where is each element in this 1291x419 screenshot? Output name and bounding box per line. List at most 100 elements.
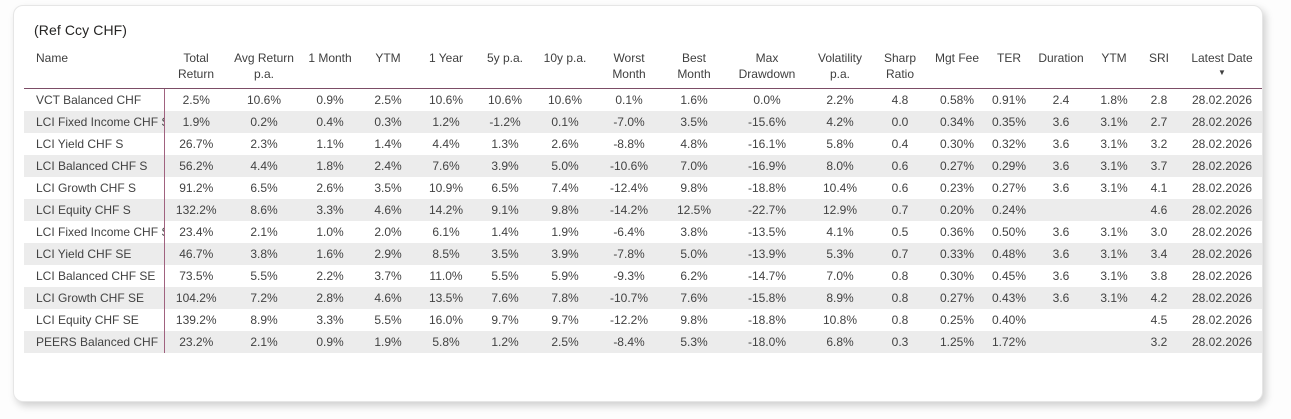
table-cell: 0.4% bbox=[316, 114, 344, 129]
table-cell: 3.9% bbox=[551, 246, 579, 261]
header-cell-worst-month[interactable]: Worst Month bbox=[596, 48, 662, 90]
table-cell: 3.1% bbox=[1100, 136, 1128, 151]
header-cell-sri[interactable]: SRI bbox=[1138, 48, 1180, 90]
header-cell-name[interactable]: Name bbox=[24, 48, 164, 90]
header-cell-10y-p-a-[interactable]: 10y p.a. bbox=[534, 48, 596, 90]
table-cell: 7.0% bbox=[826, 268, 854, 283]
table-cell: 0.50% bbox=[991, 224, 1027, 239]
header-cell-volatility-p-a-[interactable]: Volatility p.a. bbox=[808, 48, 872, 90]
fund-name-cell[interactable]: LCI Balanced CHF SE bbox=[24, 264, 165, 287]
table-cell: 8.5% bbox=[432, 246, 460, 261]
table-cell bbox=[1032, 309, 1090, 331]
table-row: LCI Growth CHF S 91.2% 6.5% 2.6% 3.5% 10.9% 6.… bbox=[24, 176, 1262, 199]
header-label: Name bbox=[36, 51, 69, 65]
table-cell: 3.8 bbox=[1150, 268, 1168, 283]
fund-name-cell[interactable]: LCI Growth CHF S bbox=[24, 176, 165, 199]
header-cell-5y-p-a-[interactable]: 5y p.a. bbox=[476, 48, 534, 90]
table-cell: 4.8 bbox=[891, 93, 909, 108]
table-cell: 4.5 bbox=[1150, 312, 1168, 327]
table-cell: 10.6% bbox=[246, 93, 282, 108]
table-cell: 12.5% bbox=[676, 202, 712, 217]
table-cell: 2.6% bbox=[316, 180, 344, 195]
table-cell: 28.02.2026 bbox=[1191, 334, 1253, 349]
table-cell: -14.7% bbox=[747, 268, 787, 283]
fund-name-cell[interactable]: LCI Equity CHF SE bbox=[24, 308, 165, 331]
fund-name-cell[interactable]: PEERS Balanced CHF bbox=[24, 330, 165, 353]
fund-name-cell[interactable]: LCI Growth CHF SE bbox=[24, 286, 165, 309]
table-cell: 3.1% bbox=[1100, 158, 1128, 173]
table-cell: 5.8% bbox=[826, 136, 854, 151]
header-cell-max-drawdown[interactable]: Max Drawdown bbox=[726, 48, 808, 90]
header-cell-duration[interactable]: Duration bbox=[1032, 48, 1090, 90]
table-cell: 11.0% bbox=[429, 268, 463, 283]
table-cell: 3.7% bbox=[374, 268, 402, 283]
table-cell: 13.5% bbox=[428, 290, 464, 305]
table-cell: 3.0 bbox=[1150, 224, 1168, 239]
table-cell: 56.2% bbox=[179, 158, 214, 173]
table-cell: 5.5% bbox=[374, 312, 402, 327]
header-cell-best-month[interactable]: Best Month bbox=[662, 48, 726, 90]
table-cell: 2.7 bbox=[1150, 114, 1168, 129]
table-cell: 2.1% bbox=[250, 334, 278, 349]
table-cell: -16.9% bbox=[747, 158, 787, 173]
header-label: SRI bbox=[1148, 51, 1169, 65]
table-cell: 0.34% bbox=[939, 114, 975, 129]
header-cell-ytm-2[interactable]: YTM bbox=[1090, 48, 1138, 90]
table-cell: 3.2 bbox=[1150, 334, 1168, 349]
table-row: LCI Yield CHF S 26.7% 2.3% 1.1% 1.4% 4.4% 1.3%… bbox=[24, 132, 1262, 155]
fund-name-cell[interactable]: LCI Yield CHF SE bbox=[24, 242, 165, 265]
table-cell: 1.6% bbox=[316, 246, 344, 261]
table-cell: 4.2 bbox=[1150, 290, 1168, 305]
header-label: TER bbox=[997, 51, 1021, 65]
fund-name-cell[interactable]: VCT Balanced CHF bbox=[24, 88, 165, 111]
table-cell: 3.9% bbox=[491, 158, 519, 173]
header-cell-avg-return-p-a-[interactable]: Avg Return p.a. bbox=[228, 48, 300, 90]
header-cell-sharp-ratio[interactable]: Sharp Ratio bbox=[872, 48, 928, 90]
fund-name-cell[interactable]: LCI Balanced CHF S bbox=[24, 154, 165, 177]
table-cell: 7.6% bbox=[432, 158, 460, 173]
header-cell-ytm[interactable]: YTM bbox=[360, 48, 416, 90]
table-cell: -6.4% bbox=[613, 224, 645, 239]
header-cell-ter[interactable]: TER bbox=[986, 48, 1032, 90]
table-cell: 3.2 bbox=[1150, 136, 1168, 151]
table-cell: 3.5% bbox=[491, 246, 519, 261]
table-cell: 0.0 bbox=[891, 114, 909, 129]
table-cell: 28.02.2026 bbox=[1191, 290, 1253, 305]
header-label: Mgt Fee bbox=[934, 51, 979, 65]
table-cell: 3.8% bbox=[250, 246, 278, 261]
table-cell bbox=[1032, 199, 1090, 221]
table-cell: 3.6 bbox=[1052, 246, 1070, 261]
fund-name-cell[interactable]: LCI Equity CHF S bbox=[24, 198, 165, 221]
header-cell-1-month[interactable]: 1 Month bbox=[300, 48, 360, 90]
fund-name-cell[interactable]: LCI Fixed Income CHF S bbox=[24, 110, 165, 133]
header-cell-total-return[interactable]: Total Return bbox=[164, 48, 228, 90]
table-cell: 4.4% bbox=[250, 158, 278, 173]
table-cell: 6.2% bbox=[680, 268, 708, 283]
fund-name-cell[interactable]: LCI Yield CHF S bbox=[24, 132, 165, 155]
table-cell: 3.6 bbox=[1052, 114, 1070, 129]
table-cell: 0.0% bbox=[753, 93, 781, 108]
table-cell: 10.6% bbox=[547, 93, 583, 108]
table-cell: 3.6 bbox=[1052, 268, 1070, 283]
table-cell: -14.2% bbox=[609, 202, 649, 217]
table-cell: 3.1% bbox=[1100, 246, 1128, 261]
table-cell: 1.2% bbox=[432, 114, 460, 129]
table-cell: 0.32% bbox=[991, 136, 1027, 151]
table-cell: 0.45% bbox=[991, 268, 1027, 283]
header-cell-1-year[interactable]: 1 Year bbox=[416, 48, 476, 90]
table-row: LCI Equity CHF SE 139.2% 8.9% 3.3% 5.5% 16.0%… bbox=[24, 308, 1262, 331]
table-cell: 0.4 bbox=[891, 136, 909, 151]
table-cell: -7.0% bbox=[613, 114, 645, 129]
table-cell: 7.6% bbox=[491, 290, 519, 305]
table-cell: 4.1% bbox=[826, 224, 854, 239]
table-cell: 3.6 bbox=[1052, 158, 1070, 173]
header-cell-latest-date[interactable]: Latest Date ▼ bbox=[1180, 48, 1262, 90]
fund-name-cell[interactable]: LCI Fixed Income CHF SE bbox=[24, 220, 165, 243]
table-cell: -13.5% bbox=[747, 224, 787, 239]
table-cell: -15.8% bbox=[747, 290, 787, 305]
header-cell-mgt-fee[interactable]: Mgt Fee bbox=[928, 48, 986, 90]
table-row: LCI Fixed Income CHF S 1.9% 0.2% 0.4% 0.3% 1.… bbox=[24, 110, 1262, 133]
table-cell: 7.6% bbox=[680, 290, 708, 305]
table-cell: 3.6 bbox=[1052, 224, 1070, 239]
table-cell: -7.8% bbox=[613, 246, 645, 261]
